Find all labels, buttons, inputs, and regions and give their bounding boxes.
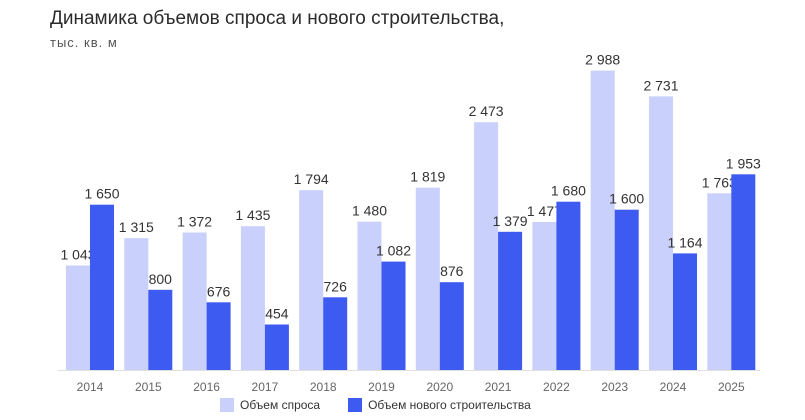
bar-construction-2025 [731,174,756,370]
chart-legend: Объем спроса Объем нового строительства [220,398,559,412]
bar-demand-2017 [240,226,265,370]
bar-demand-2020 [415,187,440,370]
x-tick-2016: 2016 [193,380,220,394]
label-demand-2014: 1 043 [60,247,95,263]
bar-construction-2015 [148,289,173,370]
label-demand-2019: 1 480 [352,203,387,219]
x-tick-2017: 2017 [252,380,279,394]
label-demand-2016: 1 372 [177,214,212,230]
label-construction-2023: 1 600 [609,191,644,207]
label-construction-2018: 726 [324,278,348,294]
x-tick-2024: 2024 [660,380,687,394]
x-tick-2018: 2018 [310,380,337,394]
bar-construction-2021 [498,231,523,370]
bar-construction-2022 [556,201,581,370]
bar-construction-2017 [264,324,289,370]
bar-demand-2024 [649,96,673,371]
label-demand-2015: 1 315 [119,219,154,235]
bar-demand-2025 [707,193,732,370]
bar-chart: 1 043 1 650 2014 1 315 800 2015 1 372 676 2016 1 … [58,52,761,394]
bar-demand-2023 [590,70,615,370]
bar-demand-2014 [66,265,90,370]
label-construction-2015: 800 [149,271,173,287]
bar-demand-2018 [299,190,324,370]
label-demand-2021: 2 473 [469,103,504,119]
bar-construction-2014 [90,204,114,370]
legend-label-construction: Объем нового строительства [368,398,531,412]
legend-label-demand: Объем спроса [240,398,321,412]
legend-swatch-demand [220,398,234,412]
label-construction-2019: 1 082 [376,243,411,259]
x-tick-2025: 2025 [718,380,745,394]
bar-demand-2015 [124,238,149,370]
legend-item-demand: Объем спроса [220,398,320,412]
label-construction-2017: 454 [265,306,289,322]
x-tick-2015: 2015 [135,380,162,394]
label-construction-2022: 1 680 [551,183,586,199]
x-tick-2020: 2020 [426,380,453,394]
bar-construction-2019 [381,261,406,370]
bar-construction-2020 [439,282,464,370]
bar-demand-2016 [182,232,207,370]
label-demand-2024: 2 731 [643,77,678,93]
label-construction-2014: 1 650 [84,186,119,202]
label-construction-2020: 876 [440,263,464,279]
bar-demand-2021 [474,122,499,370]
x-tick-2023: 2023 [601,380,628,394]
legend-swatch-construction [348,398,363,412]
label-demand-2023: 2 988 [585,52,620,68]
bar-construction-2016 [206,302,231,370]
label-demand-2018: 1 794 [294,171,329,187]
bar-construction-2024 [673,253,697,370]
label-construction-2024: 1 164 [667,234,702,250]
x-tick-2014: 2014 [77,380,104,394]
bar-construction-2018 [323,297,348,370]
label-demand-2020: 1 819 [410,169,445,185]
label-demand-2017: 1 435 [235,207,270,223]
bar-demand-2019 [357,221,382,370]
label-demand-2025: 1 763 [702,174,737,190]
x-tick-2019: 2019 [368,380,395,394]
bar-demand-2022 [532,222,557,370]
x-tick-2021: 2021 [485,380,512,394]
label-demand-2022: 1 477 [527,203,562,219]
chart-subtitle: тыс. кв. м [50,35,118,50]
legend-item-construction: Объем нового строительства [348,398,531,412]
chart-title: Динамика объемов спроса и нового строите… [50,8,505,29]
x-tick-2022: 2022 [543,380,570,394]
label-construction-2016: 676 [207,283,231,299]
label-construction-2025: 1 953 [726,155,761,171]
bar-construction-2023 [614,209,639,370]
label-construction-2021: 1 379 [493,213,528,229]
